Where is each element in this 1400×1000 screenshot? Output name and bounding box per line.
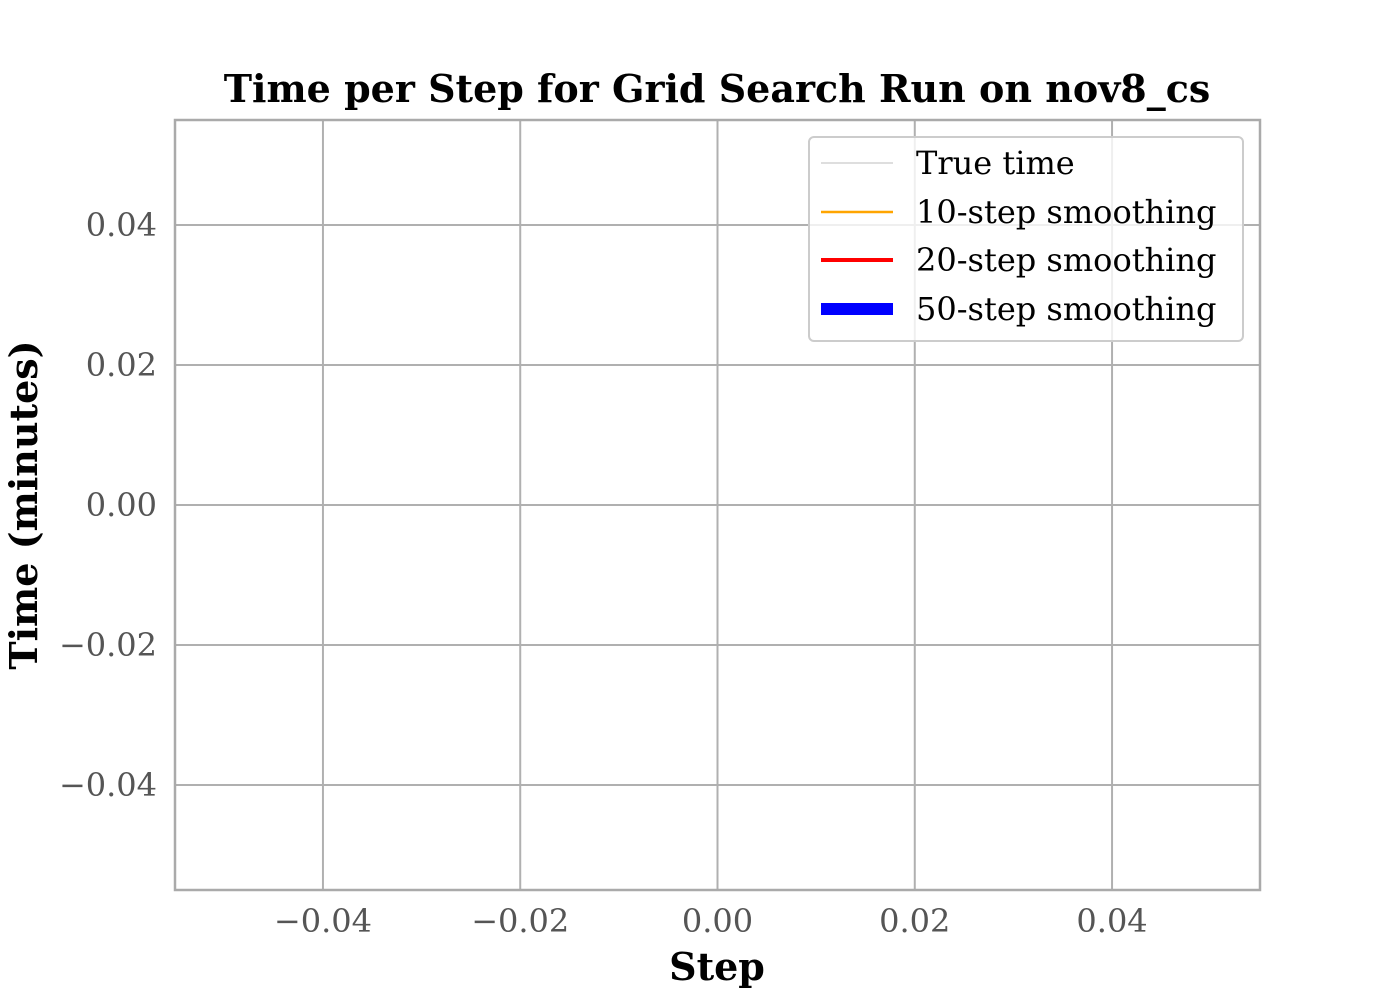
grid-lines: [175, 120, 1260, 890]
chart-title: Time per Step for Grid Search Run on nov…: [224, 66, 1211, 111]
x-tick-label: −0.04: [274, 902, 372, 940]
y-tick-label: 0.04: [86, 206, 157, 244]
legend-entries: True time 10-step smoothing 20-step smooth…: [821, 144, 1217, 328]
legend-label: 10-step smoothing: [916, 193, 1217, 231]
x-tick-label: 0.00: [682, 902, 753, 940]
y-tick-label: −0.04: [59, 766, 157, 804]
x-axis-label: Step: [669, 944, 765, 989]
legend: True time 10-step smoothing 20-step smooth…: [808, 136, 1244, 342]
legend-label: True time: [916, 144, 1075, 182]
x-tick-label: −0.02: [471, 902, 569, 940]
y-tick-label: −0.02: [59, 626, 157, 664]
x-tick-label: 0.02: [879, 902, 950, 940]
legend-label: 20-step smoothing: [916, 241, 1217, 279]
y-tick-label: 0.00: [86, 486, 157, 524]
x-tick-label: 0.04: [1076, 902, 1147, 940]
y-axis-label: Time (minutes): [1, 340, 46, 669]
y-tick-label: 0.02: [86, 346, 157, 384]
legend-label: 50-step smoothing: [916, 290, 1217, 328]
y-tick-labels: 0.04 0.02 0.00 −0.02 −0.04: [59, 206, 157, 804]
x-tick-labels: −0.04 −0.02 0.00 0.02 0.04: [274, 902, 1148, 940]
plot-frame: [173, 118, 1262, 892]
legend-box: [808, 136, 1244, 342]
